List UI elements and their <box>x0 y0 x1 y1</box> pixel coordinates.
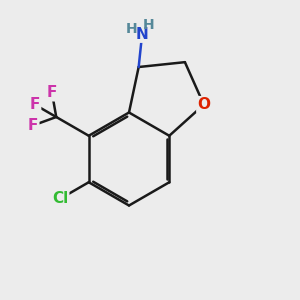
Text: Cl: Cl <box>52 191 68 206</box>
Text: O: O <box>197 97 210 112</box>
Text: F: F <box>28 118 38 133</box>
Text: N: N <box>136 27 148 42</box>
Text: F: F <box>47 85 57 100</box>
Text: H: H <box>143 18 154 32</box>
Text: H: H <box>126 22 138 36</box>
Text: F: F <box>30 97 40 112</box>
